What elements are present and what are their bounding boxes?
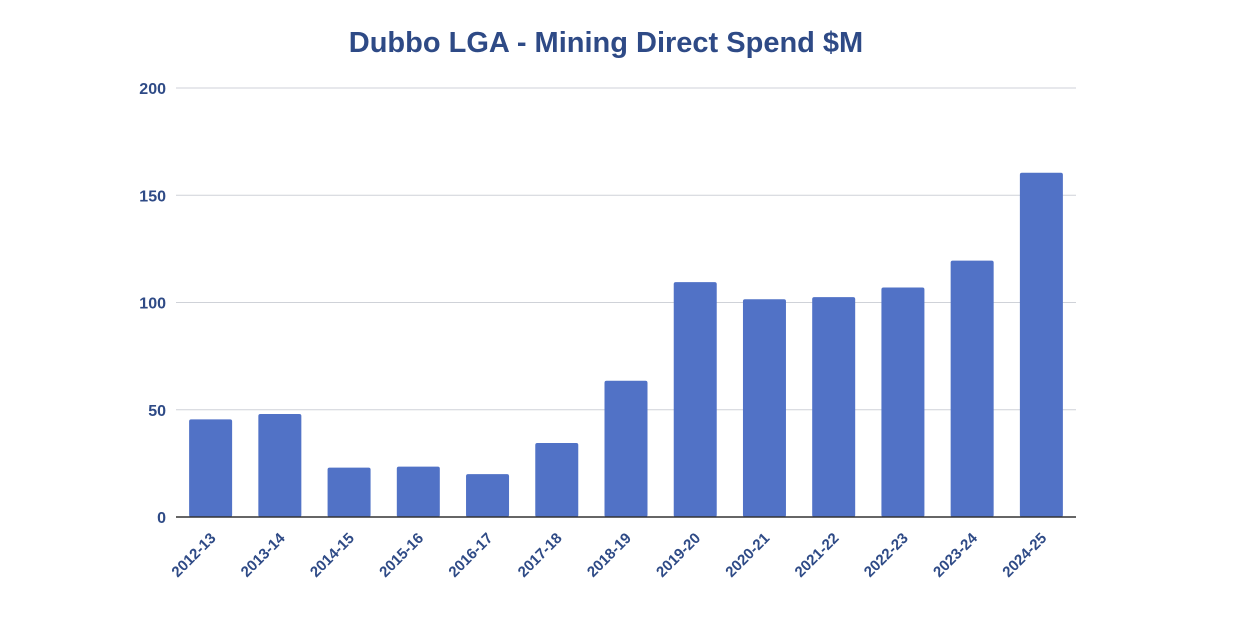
y-tick-label: 100 [139, 296, 166, 313]
bars [189, 172, 1063, 518]
bar [327, 467, 371, 517]
x-axis-ticks: 2012-13 2013-14 2014-15 2015-16 2016-17 2017-… [168, 529, 1050, 580]
x-tick-label: 2012-13 [168, 530, 219, 581]
x-tick-label: 2013-14 [238, 529, 289, 580]
y-tick-label: 150 [139, 188, 166, 205]
x-tick-label: 2016-17 [445, 530, 496, 581]
bar [189, 419, 233, 517]
bar [258, 414, 302, 517]
x-tick-label: 2024-25 [999, 530, 1050, 581]
bar [742, 299, 786, 517]
y-tick-label: 200 [139, 81, 166, 98]
bar [535, 442, 579, 517]
x-tick-label: 2023-24 [930, 529, 981, 580]
x-tick-label: 2020-21 [722, 530, 773, 581]
x-tick-label: 2021-22 [792, 530, 843, 581]
x-tick-label: 2014-15 [307, 530, 358, 581]
bar [466, 474, 510, 517]
y-axis-ticks: 0 50 100 150 200 [139, 81, 166, 527]
bar [812, 297, 856, 517]
x-tick-label: 2022-23 [861, 530, 912, 581]
y-tick-label: 0 [157, 510, 166, 527]
bar [396, 466, 440, 517]
x-tick-label: 2019-20 [653, 530, 704, 581]
y-tick-label: 50 [148, 403, 166, 420]
bar [604, 380, 648, 517]
x-tick-label: 2017-18 [515, 530, 566, 581]
x-tick-label: 2018-19 [584, 530, 635, 581]
bar [1019, 172, 1063, 518]
bar [950, 260, 994, 517]
bar [881, 287, 925, 517]
gridlines [176, 87, 1076, 411]
chart-title: Dubbo LGA - Mining Direct Spend $M [349, 27, 863, 59]
x-tick-label: 2015-16 [376, 530, 427, 581]
bar [673, 282, 717, 517]
